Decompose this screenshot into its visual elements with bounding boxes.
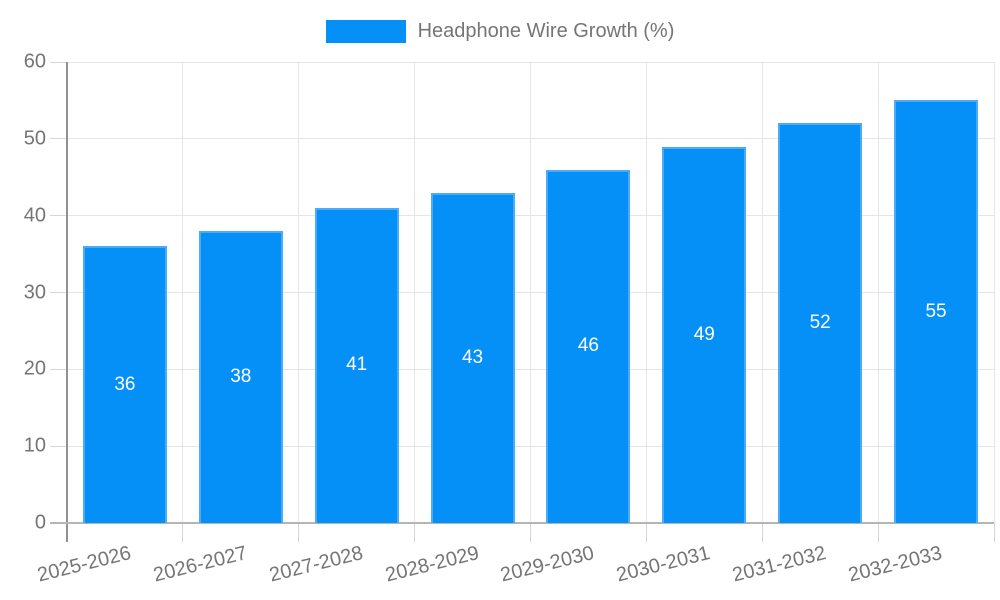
y-axis-tick bbox=[50, 138, 66, 140]
y-axis-tick bbox=[50, 61, 66, 63]
x-axis-category-label: 2025-2026 bbox=[35, 542, 134, 587]
bar-value-label: 49 bbox=[693, 323, 715, 345]
gridline-vertical bbox=[414, 62, 416, 523]
legend-color-swatch bbox=[325, 20, 406, 43]
bar-2029-2030[interactable] bbox=[546, 169, 631, 523]
bar-value-label: 52 bbox=[809, 312, 831, 334]
legend-item[interactable]: Headphone Wire Growth (%) bbox=[0, 20, 1000, 43]
bar-2031-2032[interactable] bbox=[778, 123, 863, 523]
gridline-vertical bbox=[877, 62, 879, 523]
x-axis-category-label: 2030-2031 bbox=[614, 542, 713, 587]
gridline-vertical bbox=[645, 62, 647, 523]
x-axis-tick bbox=[530, 523, 531, 542]
x-axis-tick bbox=[298, 523, 300, 542]
y-axis-tick-label: 40 bbox=[23, 204, 46, 227]
x-axis-tick bbox=[761, 523, 763, 542]
bar-value-label: 55 bbox=[925, 300, 947, 322]
x-axis-category-label: 2026-2027 bbox=[150, 542, 250, 587]
gridline-vertical bbox=[993, 62, 995, 523]
y-axis-tick bbox=[50, 445, 66, 447]
y-axis-tick bbox=[50, 215, 66, 217]
y-axis-tick-label: 60 bbox=[23, 50, 46, 73]
bar-2027-2028[interactable] bbox=[314, 207, 399, 523]
bar-value-label: 43 bbox=[461, 346, 484, 368]
x-axis-category-label: 2028-2029 bbox=[382, 542, 481, 587]
x-axis-category-label: 2027-2028 bbox=[266, 542, 366, 587]
bar-2030-2031[interactable] bbox=[662, 146, 747, 523]
y-axis-tick bbox=[50, 368, 66, 370]
y-axis-tick bbox=[50, 292, 66, 293]
x-axis-tick bbox=[645, 523, 647, 542]
bar-2032-2033[interactable] bbox=[894, 100, 979, 523]
x-axis-category-label: 2029-2030 bbox=[498, 542, 597, 587]
y-axis-tick-label: 0 bbox=[34, 511, 46, 534]
bar-2025-2026[interactable] bbox=[82, 246, 167, 523]
y-axis-tick-label: 20 bbox=[23, 357, 46, 380]
bar-value-label: 46 bbox=[577, 335, 600, 357]
bar-value-label: 38 bbox=[230, 366, 252, 388]
x-axis-tick bbox=[414, 523, 416, 542]
bar-value-label: 41 bbox=[346, 354, 368, 376]
y-axis-tick-label: 10 bbox=[23, 434, 46, 457]
gridline-vertical bbox=[530, 62, 531, 523]
bar-value-label: 36 bbox=[114, 373, 136, 395]
x-axis-line bbox=[50, 522, 994, 524]
legend-label: Headphone Wire Growth (%) bbox=[417, 20, 675, 42]
x-axis-tick bbox=[877, 523, 879, 542]
y-axis-tick-label: 50 bbox=[23, 127, 46, 150]
gridline-vertical bbox=[761, 62, 763, 523]
x-axis-tick bbox=[182, 523, 184, 542]
gridline-vertical bbox=[298, 62, 300, 523]
gridline-vertical bbox=[182, 62, 184, 523]
bar-2026-2027[interactable] bbox=[198, 231, 283, 523]
y-axis-tick-label: 30 bbox=[23, 281, 46, 303]
x-axis-tick bbox=[993, 523, 995, 542]
x-axis-category-label: 2032-2033 bbox=[846, 542, 945, 587]
y-axis-line bbox=[66, 62, 68, 542]
x-axis-category-label: 2031-2032 bbox=[730, 542, 829, 587]
bar-2028-2029[interactable] bbox=[430, 192, 515, 523]
